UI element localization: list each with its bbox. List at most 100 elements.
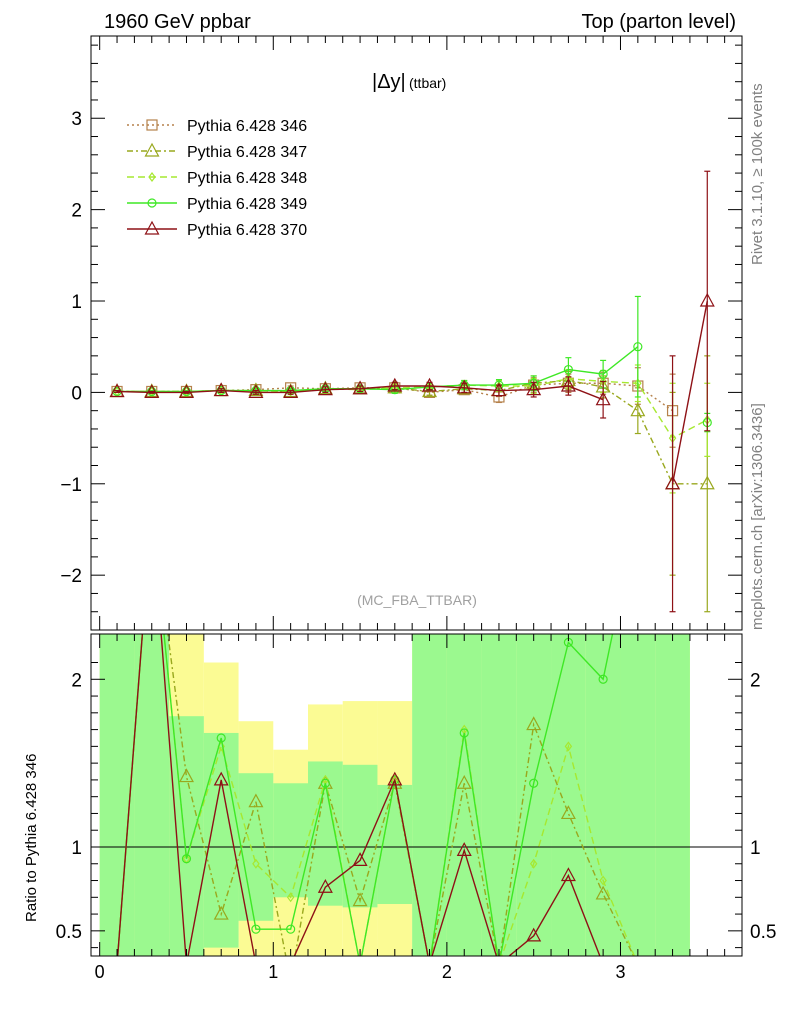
x-tick-label: 1 [268,962,278,982]
data-point-circle [563,364,574,375]
series-line-pythia-6-428-349-0 [117,346,639,393]
data-point-triangle [352,852,368,867]
data-point-circle [633,342,643,352]
legend-marker [144,220,160,235]
error-bar [704,170,711,432]
data-point-circle [216,733,226,743]
header-left-title: 1960 GeV ppbar [104,11,251,33]
data-point-triangle [595,391,611,406]
data-point-triangle [597,957,610,969]
data-point-triangle [526,381,542,396]
data-point-circle [459,728,469,738]
data-point-triangle [456,775,472,789]
data-point-circle [529,778,539,788]
data-point-circle [148,508,156,516]
series-line-pythia-6-428-370-1 [671,300,708,484]
legend-label: Pythia 6.428 348 [187,170,307,187]
data-point-triangle [248,384,264,398]
data-point-diamond [357,960,363,968]
data-point-triangle [111,957,124,969]
data-point-circle [598,674,608,684]
legend-label: Pythia 6.428 347 [187,144,307,161]
data-point-diamond [427,960,433,968]
data-point-triangle [284,957,297,969]
ratio-ylabel: Ratio to Pythia 6.428 346 [23,754,40,922]
data-point-circle [495,960,503,968]
green-band-bin [134,634,170,956]
x-tick-label: 0 [95,962,105,982]
data-point-triangle [352,380,368,395]
y-tick-label-right: 1 [750,838,761,859]
analysis-watermark: (MC_FBA_TTBAR) [357,592,477,608]
series-line-pythia-6-428-349-0 [116,634,614,956]
data-point-triangle [178,768,194,783]
error-bar [634,295,641,398]
data-point-triangle [284,974,297,986]
data-point-circle [113,960,121,968]
data-point-diamond [564,741,573,752]
green-band-bin [516,634,552,956]
observable-subtitle: (ttbar) [409,75,446,91]
green-band-bin [620,634,656,956]
y-tick-label: −2 [60,566,82,587]
data-point-triangle [422,377,438,392]
legend-entry: Pythia 6.428 348 [127,170,307,187]
series-line-pythia-6-428-370-0 [116,634,601,956]
data-point-triangle [249,957,262,969]
data-point-diamond [635,960,641,968]
series-pythia-6-428-349 [113,508,642,968]
y-tick-label: −1 [60,475,82,496]
data-point-diamond [529,858,538,869]
series-pythia-6-428-347 [111,505,644,986]
y-tick-label: 0 [71,383,82,404]
data-point-triangle [317,878,333,893]
data-point-circle [598,369,608,379]
data-point-triangle [492,957,505,969]
main-plot-frame [90,35,743,631]
data-point-diamond [496,960,502,968]
data-point-triangle [178,384,194,398]
data-point-triangle [631,957,644,969]
legend-label: Pythia 6.428 370 [187,222,307,239]
data-point-circle [426,960,434,968]
data-point-circle [181,854,192,864]
data-point-diamond [286,892,295,903]
error-bar [669,355,676,613]
legend-marker [144,142,160,157]
legend-entry: Pythia 6.428 349 [127,196,307,213]
green-band-bin [99,634,135,956]
data-point-triangle [560,867,576,882]
data-point-triangle [283,384,299,398]
series-pythia-6-428-349 [112,295,712,433]
x-tick-label: 3 [615,962,625,982]
data-point-triangle [109,383,125,398]
data-point-triangle [352,892,368,907]
green-band-bin [655,634,690,956]
data-point-diamond [252,858,260,869]
data-point-circle [320,778,330,788]
legend: Pythia 6.428 346 Pythia 6.428 347 Pythia 6… [127,118,307,239]
series-line-pythia-6-428-347-0 [116,634,635,956]
header-right-title: Top (parton level) [581,11,736,33]
data-point-triangle [492,957,505,969]
y-tick-label: 3 [71,109,82,130]
green-band-bin [481,634,517,956]
data-point-triangle [213,382,229,397]
green-band-bin [342,764,378,908]
data-point-circle [634,508,642,516]
observable-title: |Δy| [372,71,406,93]
data-point-circle [286,924,296,934]
data-point-diamond [114,960,120,968]
green-band-bin [446,634,482,956]
series-pythia-6-428-348 [113,364,712,494]
data-point-triangle [248,793,264,808]
data-point-triangle [595,885,611,900]
series-pythia-6-428-347 [109,355,715,613]
ratio-uncertainty-bands [91,634,742,956]
data-point-triangle [145,505,158,517]
x-tick-label: 2 [442,962,452,982]
legend-label: Pythia 6.428 349 [187,196,307,213]
ratio-series-layer [111,505,644,986]
data-point-circle [251,924,261,934]
